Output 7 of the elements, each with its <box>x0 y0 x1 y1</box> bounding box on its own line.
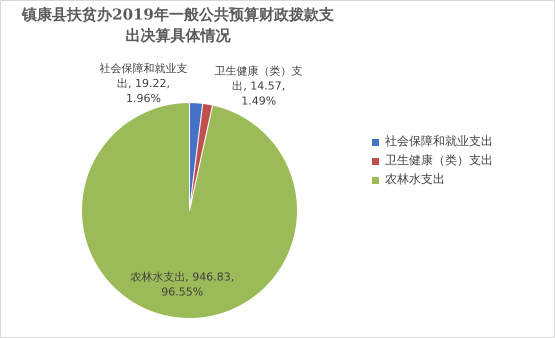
data-label: 社会保障和就业支出, 19.22, 1.96% <box>100 62 188 105</box>
legend-label: 卫生健康（类）支出 <box>385 152 493 169</box>
data-label: 卫生健康（类）支出, 14.57, 1.49% <box>214 64 303 108</box>
legend-label: 社会保障和就业支出 <box>385 133 493 150</box>
data-label: 农林水支出, 946.83, 96.55% <box>130 270 234 299</box>
legend-label: 农林水支出 <box>385 171 445 188</box>
chart-title: 镇康县扶贫办2019年一般公共预算财政拨款支出决算具体情况 <box>21 6 334 44</box>
